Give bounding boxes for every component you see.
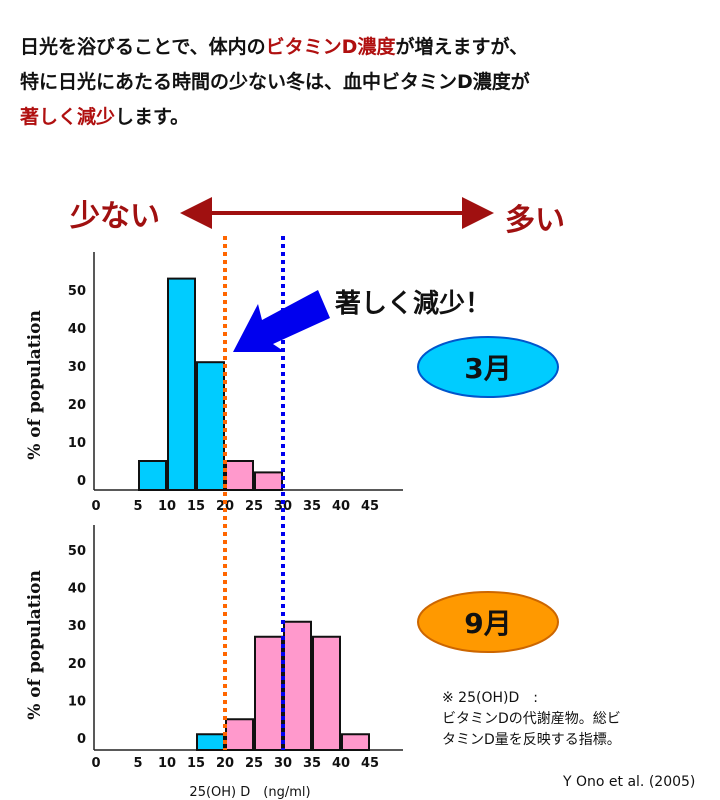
y-tick-label: 40 <box>68 582 86 597</box>
headline-segment: 特に日光にあたる時間の少ない冬は、血中ビタミンD濃度が <box>20 71 530 93</box>
histogram-bar <box>254 635 283 751</box>
footnote-line-1: ※ 25(OH)D : <box>442 690 538 706</box>
x-tick-label: 40 <box>332 499 350 514</box>
x-tick-label: 5 <box>133 499 142 514</box>
y-tick-label: 20 <box>68 657 86 672</box>
histogram-bar <box>225 460 254 491</box>
headline-segment: が増えますが、 <box>395 36 529 58</box>
y-tick-label: 20 <box>68 398 86 413</box>
x-tick-label: 30 <box>274 756 292 771</box>
x-tick-label: 35 <box>303 499 321 514</box>
x-tick-label: 20 <box>216 756 234 771</box>
x-tick-label: 0 <box>91 756 100 771</box>
x-tick-label: 5 <box>133 756 142 771</box>
headline-segment: ビタミンD濃度 <box>265 36 396 58</box>
x-tick-label: 40 <box>332 756 350 771</box>
histogram-bar <box>167 277 196 491</box>
y-tick-label: 30 <box>68 360 86 375</box>
scale-low-label: 少ない <box>70 199 160 234</box>
callout-text: 著しく減少！ <box>334 289 491 319</box>
september-badge <box>417 591 559 653</box>
scale-high-label: 多い <box>505 203 565 238</box>
x-tick-label: 15 <box>187 756 205 771</box>
histogram-bar <box>196 361 225 492</box>
histogram-bar <box>312 635 341 751</box>
y-tick-label: 40 <box>68 322 86 337</box>
x-tick-label: 25 <box>245 499 263 514</box>
decrease-arrow-icon <box>233 290 330 352</box>
histogram-bar <box>341 733 370 751</box>
y-tick-label: 0 <box>77 732 86 747</box>
x-tick-label: 25 <box>245 756 263 771</box>
march-badge <box>417 336 559 398</box>
histogram-bar <box>225 718 254 751</box>
headline-segment: 日光を浴びることで、体内の <box>20 36 266 58</box>
headline-line-3: 著しく減少します。 <box>20 100 530 135</box>
histogram-bar <box>138 460 167 491</box>
x-axis-title: 25(OH) D (ng/ml) <box>189 785 310 800</box>
y-axis-title: % of population <box>25 310 45 460</box>
september-badge-label: 9月 <box>464 607 511 640</box>
histogram-bar <box>196 733 225 751</box>
x-tick-label: 0 <box>91 499 100 514</box>
y-tick-label: 10 <box>68 436 86 451</box>
headline-segment: します。 <box>115 106 190 128</box>
citation: Y Ono et al. (2005) <box>563 774 696 790</box>
x-tick-label: 15 <box>187 499 205 514</box>
histogram-bar <box>254 471 283 491</box>
headline-line-2: 特に日光にあたる時間の少ない冬は、血中ビタミンD濃度が <box>20 65 530 100</box>
y-axis-title: % of population <box>25 570 45 720</box>
headline-segment: 著しく減少 <box>20 106 116 128</box>
x-tick-label: 20 <box>216 499 234 514</box>
x-tick-label: 45 <box>361 499 379 514</box>
y-tick-label: 10 <box>68 694 86 709</box>
y-tick-label: 30 <box>68 619 86 634</box>
x-tick-label: 45 <box>361 756 379 771</box>
footnote-line-2: ビタミンDの代謝産物。総ビ <box>442 711 621 727</box>
x-tick-label: 35 <box>303 756 321 771</box>
y-tick-label: 50 <box>68 284 86 299</box>
headline-line-1: 日光を浴びることで、体内のビタミンD濃度が増えますが、 <box>20 30 530 65</box>
x-tick-label: 10 <box>158 499 176 514</box>
headline: 日光を浴びることで、体内のビタミンD濃度が増えますが、 特に日光にあたる時間の少… <box>20 30 530 135</box>
x-tick-label: 30 <box>274 499 292 514</box>
y-tick-label: 0 <box>77 474 86 489</box>
x-tick-label: 10 <box>158 756 176 771</box>
footnote: ※ 25(OH)D : ビタミンDの代謝産物。総ビ タミンD量を反映する指標。 <box>442 688 621 751</box>
march-badge-label: 3月 <box>464 352 511 385</box>
footnote-line-3: タミンD量を反映する指標。 <box>442 732 621 748</box>
y-tick-label: 50 <box>68 544 86 559</box>
histogram-bar <box>283 620 312 751</box>
